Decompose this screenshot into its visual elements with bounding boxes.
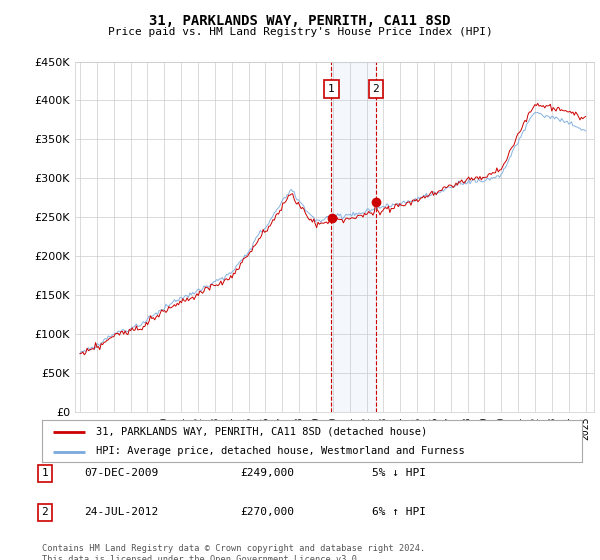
Text: £270,000: £270,000 xyxy=(240,507,294,517)
Text: 07-DEC-2009: 07-DEC-2009 xyxy=(84,468,158,478)
Text: HPI: Average price, detached house, Westmorland and Furness: HPI: Average price, detached house, West… xyxy=(96,446,465,456)
Text: 24-JUL-2012: 24-JUL-2012 xyxy=(84,507,158,517)
Bar xyxy=(331,62,376,412)
Text: 6% ↑ HPI: 6% ↑ HPI xyxy=(372,507,426,517)
Text: 31, PARKLANDS WAY, PENRITH, CA11 8SD (detached house): 31, PARKLANDS WAY, PENRITH, CA11 8SD (de… xyxy=(96,427,427,437)
Text: Contains HM Land Registry data © Crown copyright and database right 2024.
This d: Contains HM Land Registry data © Crown c… xyxy=(42,544,425,560)
Text: 31, PARKLANDS WAY, PENRITH, CA11 8SD: 31, PARKLANDS WAY, PENRITH, CA11 8SD xyxy=(149,14,451,28)
Text: 1: 1 xyxy=(41,468,49,478)
Text: 1: 1 xyxy=(328,84,335,94)
Text: £249,000: £249,000 xyxy=(240,468,294,478)
Text: 2: 2 xyxy=(373,84,379,94)
Text: 5% ↓ HPI: 5% ↓ HPI xyxy=(372,468,426,478)
Text: Price paid vs. HM Land Registry's House Price Index (HPI): Price paid vs. HM Land Registry's House … xyxy=(107,27,493,37)
Text: 2: 2 xyxy=(41,507,49,517)
